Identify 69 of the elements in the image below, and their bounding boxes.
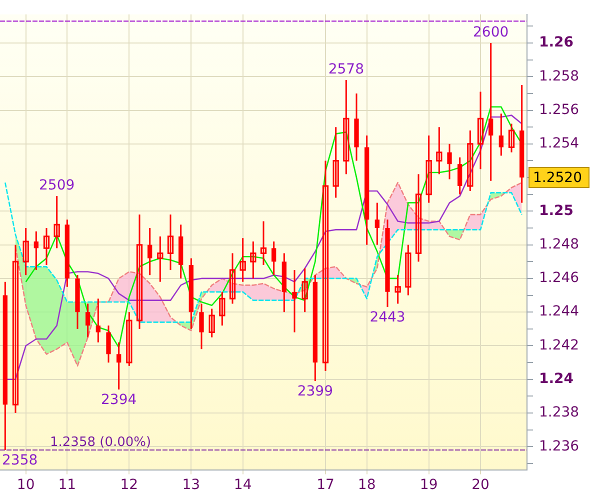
candlestick: [12, 244, 19, 414]
y-tick-label: 1.238: [539, 404, 580, 421]
x-tick-label: 11: [58, 477, 76, 494]
candlestick: [96, 298, 100, 344]
candlestick: [250, 240, 256, 280]
candlestick: [498, 112, 504, 156]
candlestick: [208, 308, 215, 338]
candlestick: [34, 230, 38, 271]
y-tick-label: 1.254: [539, 136, 580, 152]
candlestick: [260, 220, 267, 266]
candlestick: [54, 195, 60, 249]
candlestick: [272, 240, 276, 276]
candlestick: [436, 126, 442, 175]
y-tick-label: 1.24: [539, 371, 574, 388]
x-tick-label: 10: [16, 477, 35, 494]
candlestick: [148, 227, 152, 276]
candlestick: [302, 268, 308, 313]
annotation: 2399: [297, 384, 333, 400]
candlestick: [167, 214, 174, 271]
candlestick: [332, 126, 339, 198]
candlestick: [458, 156, 462, 196]
candlestick: [488, 42, 494, 182]
y-tick-label: 1.256: [539, 102, 580, 118]
y-tick-label: 1.236: [539, 438, 580, 454]
annotation: 2600: [473, 24, 509, 41]
candlestick: [116, 342, 122, 390]
candlestick: [374, 202, 380, 246]
x-tick-label: 19: [420, 477, 438, 494]
x-tick-label: 13: [182, 477, 200, 494]
y-tick-label: 1.246: [539, 270, 580, 286]
y-tick-label: 1.248: [539, 236, 580, 252]
annotation: 2358: [2, 452, 38, 469]
candlestick: [22, 227, 29, 276]
candlestick: [43, 227, 50, 266]
candlestick: [508, 122, 515, 154]
candlestick: [343, 79, 350, 175]
y-tick-label: 1.242: [539, 337, 580, 354]
candlestick: [394, 274, 401, 304]
annotation: 2443: [370, 310, 406, 326]
text: 1.2520: [533, 170, 582, 186]
candlestick: [405, 244, 412, 296]
candlestick: [447, 143, 452, 180]
x-tick-label: 14: [234, 477, 252, 494]
annotation: 2394: [101, 392, 137, 408]
x-tick-label: 18: [358, 477, 376, 494]
candlestick: [136, 214, 143, 330]
annotation: 2578: [328, 62, 364, 78]
x-tick-label: 12: [120, 477, 138, 494]
candlestick: [467, 130, 474, 192]
candlestick: [229, 252, 236, 304]
y-tick-label: 1.26: [539, 34, 574, 51]
annotation: 2509: [39, 178, 75, 194]
y-tick-label: 1.258: [539, 68, 580, 84]
y-tick-label: 1.244: [539, 304, 580, 320]
candlestick: [126, 311, 132, 367]
candlestick: [106, 324, 111, 364]
candlestick: [240, 237, 246, 283]
candlestick: [415, 173, 422, 262]
candlestick: [292, 269, 297, 334]
candlestick: [219, 291, 226, 326]
candlestick: [199, 302, 204, 350]
candlestick: [477, 91, 484, 170]
candlestick: [86, 302, 90, 338]
candlestick: [157, 236, 164, 283]
ref-line-label: 1.2358 (0.00%): [50, 434, 152, 450]
y-tick-label: 1.25: [539, 202, 574, 219]
x-tick-label: 17: [316, 477, 334, 494]
x-tick-label: 20: [472, 477, 490, 494]
candlestick: [426, 134, 432, 204]
